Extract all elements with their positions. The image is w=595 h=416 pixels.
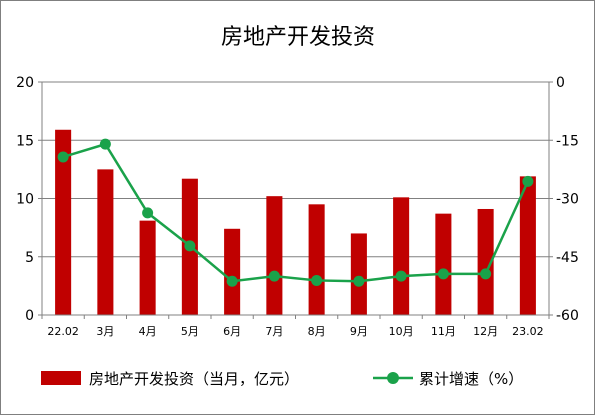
left-tick-label: 15 — [16, 133, 34, 149]
legend-swatch-bar — [41, 371, 81, 385]
line-point — [395, 270, 407, 282]
legend-label-bar: 房地产开发投资（当月，亿元） — [89, 370, 299, 388]
bar — [435, 213, 452, 315]
bar — [224, 228, 241, 315]
line-series — [57, 138, 534, 287]
x-axis-ticks: 22.02 3月 4月 5月 6月 7月 8月 9月 10月 11月 12月 23.02 — [41, 315, 550, 338]
left-tick-label: 20 — [16, 75, 34, 91]
chart-title: 房地产开发投资 — [221, 25, 375, 50]
x-tick-label: 10月 — [389, 325, 414, 338]
x-tick-label: 12月 — [473, 325, 498, 338]
right-tick-label: -15 — [556, 133, 579, 149]
series-line — [62, 142, 530, 283]
x-tick-label: 22.02 — [47, 325, 79, 338]
x-tick-label: 6月 — [223, 325, 241, 338]
x-tick-label: 7月 — [265, 325, 283, 338]
line-point — [522, 175, 534, 187]
line-point — [184, 240, 196, 252]
left-tick-label: 10 — [16, 192, 34, 208]
line-point — [353, 275, 365, 287]
line-point — [437, 268, 449, 280]
line-point — [142, 207, 154, 219]
legend-label-line: 累计增速（%） — [419, 370, 523, 388]
x-tick-label: 5月 — [181, 325, 199, 338]
bar — [350, 233, 367, 315]
line-point — [311, 274, 323, 286]
bar — [393, 197, 410, 315]
x-tick-label: 11月 — [431, 325, 456, 338]
left-tick-label: 5 — [25, 250, 34, 266]
right-tick-label: -45 — [556, 250, 579, 266]
legend: 房地产开发投资（当月，亿元） 累计增速（%） — [41, 370, 523, 388]
left-axis-ticks: 0 5 10 15 20 — [16, 75, 42, 324]
x-tick-label: 4月 — [139, 325, 157, 338]
line-point — [268, 270, 280, 282]
line-point — [99, 138, 111, 150]
x-tick-label: 3月 — [96, 325, 114, 338]
bar — [266, 196, 283, 315]
bar — [139, 220, 156, 315]
left-tick-label: 0 — [25, 308, 34, 324]
x-tick-label: 9月 — [350, 325, 368, 338]
right-axis-ticks: -60 -45 -30 -15 0 — [549, 75, 579, 324]
bar — [308, 204, 325, 315]
line-point — [57, 151, 69, 163]
right-tick-label: -60 — [556, 308, 579, 324]
line-point — [480, 268, 492, 280]
bar — [97, 169, 114, 315]
bar — [477, 208, 494, 315]
bar — [55, 129, 72, 315]
legend-swatch-marker — [387, 372, 399, 384]
x-tick-label: 23.02 — [512, 325, 544, 338]
line-point — [226, 275, 238, 287]
right-tick-label: 0 — [556, 75, 565, 91]
bar-series — [55, 129, 536, 315]
x-tick-label: 8月 — [308, 325, 326, 338]
bar — [519, 176, 536, 315]
right-tick-label: -30 — [556, 192, 579, 208]
gridlines — [42, 81, 549, 316]
